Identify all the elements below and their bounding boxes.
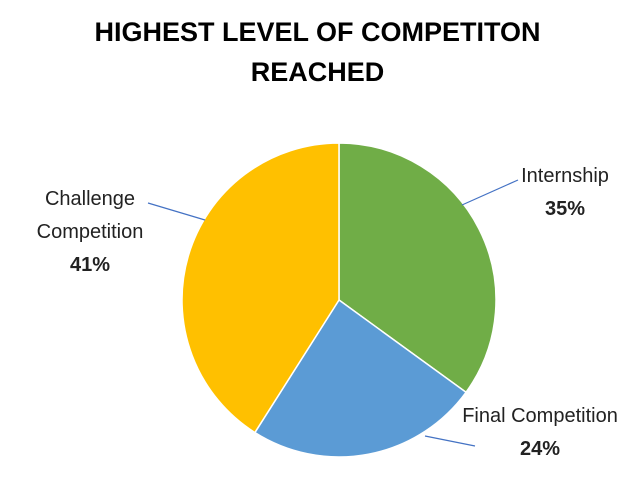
value-label: 24% bbox=[519, 438, 561, 460]
chart-title-box: HIGHEST LEVEL OF COMPETITON REACHED bbox=[0, 12, 635, 92]
pie-slice bbox=[181, 142, 340, 434]
slice-label: Internship 35% bbox=[500, 160, 630, 226]
category-label: Challenge Competition bbox=[36, 188, 144, 243]
pie-slice bbox=[338, 142, 497, 394]
leader-line bbox=[461, 179, 519, 206]
value-label: 35% bbox=[544, 198, 586, 220]
pie-slice bbox=[253, 298, 468, 458]
category-label: Internship bbox=[521, 165, 609, 187]
chart-title: HIGHEST LEVEL OF COMPETITON REACHED bbox=[94, 17, 541, 87]
slice-label: Final Competition 24% bbox=[460, 400, 620, 466]
slice-label: Challenge Competition 41% bbox=[10, 183, 170, 282]
leader-line bbox=[424, 435, 476, 447]
category-label: Final Competition bbox=[462, 405, 618, 427]
leader-line bbox=[147, 202, 206, 221]
value-label: 41% bbox=[69, 254, 111, 276]
